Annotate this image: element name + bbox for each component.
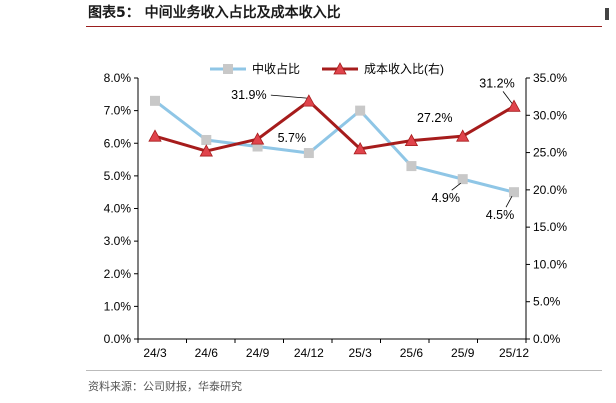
series-cost-ratio-point <box>353 142 367 155</box>
legend-label-cost: 成本收入比(右) <box>364 61 444 76</box>
x-tick-label: 25/6 <box>400 346 424 360</box>
x-tick-label: 24/6 <box>195 346 219 360</box>
y-left-tick-label: 0.0% <box>104 332 132 346</box>
x-tick-label: 24/9 <box>246 346 270 360</box>
y-right-tick-label: 30.0% <box>533 108 567 122</box>
series-cost-ratio-point <box>507 99 521 112</box>
legend-swatch-marker-cost <box>333 62 347 75</box>
y-left-tick-label: 7.0% <box>104 104 132 118</box>
y-left-tick-label: 4.0% <box>104 202 132 216</box>
data-label: 27.2% <box>417 111 452 125</box>
series-cost-ratio-point <box>404 133 419 147</box>
source-note: 资料来源：公司财报，华泰研究 <box>88 380 242 393</box>
x-tick-label: 25/3 <box>348 346 372 360</box>
x-tick-label: 25/9 <box>451 346 475 360</box>
annotation-leader <box>451 182 461 191</box>
annotation-leader <box>502 91 513 104</box>
x-tick-label: 24/3 <box>143 346 167 360</box>
y-left-tick-label: 5.0% <box>104 169 132 183</box>
y-right-tick-label: 10.0% <box>533 257 567 271</box>
legend-label-share: 中收占比 <box>252 61 300 76</box>
x-tick-label: 24/12 <box>294 346 324 360</box>
title-rule <box>86 26 602 27</box>
series-share-point <box>252 141 263 152</box>
data-label: 5.7% <box>278 131 307 145</box>
data-label: 31.2% <box>479 76 514 90</box>
y-right-tick-label: 5.0% <box>533 295 561 309</box>
annotation-leader <box>270 94 307 99</box>
y-right-tick-label: 0.0% <box>533 332 561 346</box>
series-share-point <box>201 134 212 145</box>
series-share-point <box>406 161 417 172</box>
annotation-leader <box>505 195 513 208</box>
source-rule <box>86 370 602 371</box>
data-label: 4.5% <box>486 208 515 222</box>
series-share-point <box>355 105 366 116</box>
edge-glyph <box>605 8 609 20</box>
legend-swatch-marker-share <box>223 64 233 74</box>
series-cost-ratio-point <box>199 144 213 157</box>
y-right-tick-label: 25.0% <box>533 146 567 160</box>
series-cost-ratio-point <box>250 132 265 145</box>
y-left-tick-label: 1.0% <box>104 299 132 313</box>
y-right-tick-label: 15.0% <box>533 220 567 234</box>
series-cost-ratio-point <box>148 129 162 142</box>
series-share-point <box>150 95 160 106</box>
y-right-tick-label: 35.0% <box>533 71 567 85</box>
series-share-point <box>303 148 314 159</box>
series-cost-ratio-point <box>456 129 470 142</box>
series-share-line <box>154 99 515 194</box>
data-label: 4.9% <box>431 191 460 205</box>
y-left-tick-label: 8.0% <box>104 71 132 85</box>
y-left-tick-label: 3.0% <box>104 234 132 248</box>
series-share-point <box>457 174 468 185</box>
data-label: 31.9% <box>231 88 266 102</box>
series-cost-ratio-line <box>154 99 515 153</box>
figure-title: 图表5： 中间业务收入占比及成本收入比 <box>88 5 341 21</box>
series-cost-ratio-point <box>302 94 316 107</box>
x-tick-label: 25/12 <box>499 346 529 360</box>
y-left-tick-label: 6.0% <box>104 136 132 150</box>
y-right-tick-label: 20.0% <box>533 183 567 197</box>
series-share-point <box>509 187 519 198</box>
y-left-tick-label: 2.0% <box>104 267 132 281</box>
